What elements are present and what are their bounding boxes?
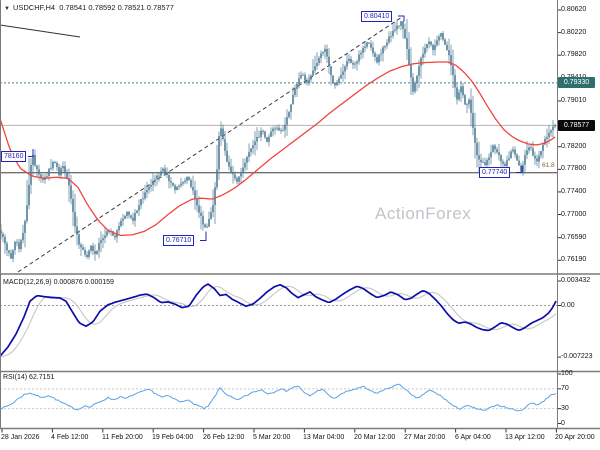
rsi-axis-label: 30 (561, 404, 569, 412)
time-axis-label: 19 Feb 04:00 (152, 434, 194, 441)
tag-connector (200, 231, 207, 241)
price-axis-label: 0.79820 (561, 51, 587, 59)
time-axis-label: 26 Feb 12:00 (203, 434, 245, 441)
dropdown-arrow-icon[interactable]: ▼ (4, 6, 10, 12)
time-axis-label: 13 Apr 12:00 (505, 434, 545, 441)
time-axis-label: 20 Mar 12:00 (354, 434, 396, 441)
price-annotation-tag: 78160 (1, 151, 27, 162)
price-annotation-tag: 0.76710 (163, 235, 195, 246)
time-axis-label: 13 Mar 04:00 (303, 434, 345, 441)
macd-label: MACD(12,26,9) 0.000876 0.000159 (3, 279, 114, 286)
macd-signal-line (0, 285, 557, 357)
fib-percent-label: 61.8 (542, 161, 555, 169)
price-axis-label: 0.80620 (561, 6, 587, 13)
current-price-tag: 0.78577 (558, 119, 595, 131)
price-axis-label: 0.76590 (561, 233, 587, 241)
price-axis-label: 0.76190 (561, 256, 587, 264)
rsi-line (0, 383, 557, 412)
rsi-axis-label: 0 (561, 419, 565, 427)
time-axis-label: 11 Feb 20:00 (102, 434, 143, 441)
macd-axis-label: 0.003432 (561, 277, 591, 284)
rising-trendline[interactable] (17, 16, 403, 273)
time-axis-label: 5 Mar 20:00 (253, 434, 291, 441)
macd-axis-label: -0.007223 (561, 353, 593, 361)
price-annotation-tag: 0.80410 (361, 10, 393, 22)
tag-connector (398, 15, 405, 22)
price-axis-label: 0.78200 (561, 142, 587, 150)
price-axis-label: 0.80220 (561, 28, 587, 36)
price-axis-label: 0.79010 (561, 97, 587, 104)
price-axis-label: 0.77000 (561, 210, 587, 218)
symbol-name: USDCHF,H4 (12, 3, 56, 12)
time-axis-label: 28 Jan 2026 (1, 434, 40, 441)
rsi-axis-label: 100 (561, 370, 573, 377)
time-axis-label: 4 Feb 12:00 (51, 434, 89, 441)
ma-line (0, 61, 556, 237)
macd-axis-label: 0.00 (561, 301, 575, 309)
time-axis-label: 6 Apr 04:00 (455, 434, 491, 441)
price-axis-label: 0.77400 (561, 187, 587, 195)
time-axis-label: 27 Mar 20:00 (404, 434, 446, 441)
tag-connector (516, 166, 523, 173)
macd-main-line (0, 283, 557, 357)
falling-trendline[interactable] (0, 24, 81, 38)
tag-connector (28, 149, 34, 157)
ohlc-quote: 0.78541 0.78592 0.78521 0.78577 (59, 3, 174, 12)
rsi-label: RSI(14) 62.7151 (3, 374, 55, 381)
price-axis-label: 0.77800 (561, 165, 587, 173)
time-axis-label: 20 Apr 20:00 (555, 434, 595, 441)
rsi-axis-label: 70 (561, 384, 569, 392)
candles (0, 19, 556, 263)
resistance-price-tag: 0.79330 (558, 77, 595, 89)
symbol-header[interactable]: ▼ USDCHF,H4 0.78541 0.78592 0.78521 0.785… (4, 3, 174, 12)
price-annotation-tag: 0.77740 (479, 167, 511, 178)
watermark: ActionForex (375, 204, 472, 223)
